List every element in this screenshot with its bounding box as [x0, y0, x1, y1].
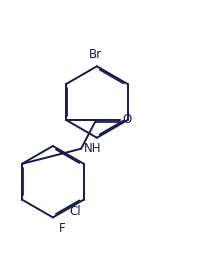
Text: Cl: Cl [69, 205, 81, 218]
Text: NH: NH [84, 142, 102, 155]
Text: Br: Br [89, 48, 102, 61]
Text: F: F [58, 222, 65, 235]
Text: O: O [122, 113, 132, 126]
